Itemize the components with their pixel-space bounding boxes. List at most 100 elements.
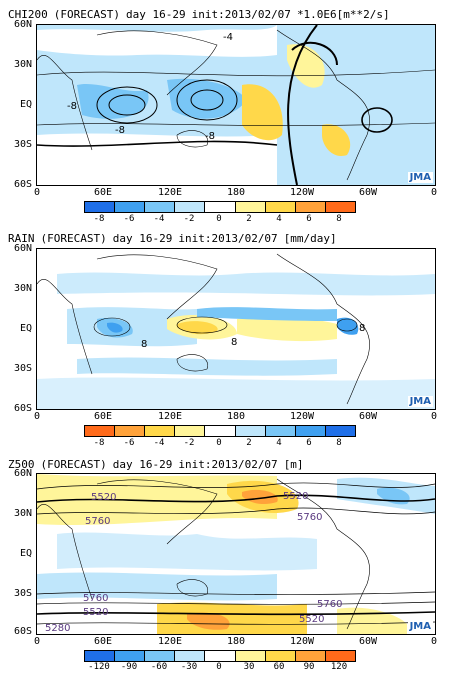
map-area: -4 -8 -8 -8 JMA	[36, 24, 436, 186]
lon-label: 0	[430, 187, 438, 198]
lat-label: 60N	[13, 243, 32, 254]
lon-label: 120E	[157, 187, 183, 198]
colorbar-label: -4	[153, 438, 165, 448]
lon-label: 120W	[289, 411, 315, 422]
colorbar-label: 8	[336, 214, 342, 224]
colorbar-swatch	[115, 651, 146, 661]
lat-label: 30S	[13, 363, 32, 374]
lon-label: 0	[33, 636, 41, 647]
jma-logo: JMA	[407, 396, 433, 407]
contour-label: -8	[67, 101, 77, 112]
colorbar-label: 0	[216, 214, 222, 224]
colorbar-swatch	[85, 426, 116, 436]
contour-label: 8	[141, 339, 147, 350]
lat-label: EQ	[19, 99, 32, 110]
colorbar-swatch	[145, 651, 176, 661]
colorbar-swatch	[85, 651, 116, 661]
lat-label: EQ	[19, 548, 32, 559]
lat-label: 60S	[13, 626, 32, 637]
colorbar-label: 6	[306, 214, 312, 224]
colorbar-label: 0	[216, 662, 222, 672]
lon-label: 180	[226, 636, 246, 647]
lon-label: 60W	[358, 636, 378, 647]
colorbar-swatch	[205, 426, 236, 436]
colorbar-label: 2	[246, 438, 252, 448]
panel-title: Z500 (FORECAST) day 16-29 init:2013/02/07 [m…	[8, 458, 304, 471]
lat-label: 30S	[13, 139, 32, 150]
lon-label: 120E	[157, 636, 183, 647]
map-area: 8 8 8 JMA	[36, 248, 436, 410]
colorbar-label: -8	[93, 438, 105, 448]
lon-label: 60W	[358, 187, 378, 198]
colorbar	[84, 650, 356, 662]
colorbar-swatch	[115, 202, 146, 212]
colorbar-swatch	[145, 202, 176, 212]
colorbar-label: -8	[93, 214, 105, 224]
lat-label: 60N	[13, 19, 32, 30]
contour-label: 5520	[299, 614, 324, 625]
lon-label: 0	[33, 411, 41, 422]
colorbar-swatch	[115, 426, 146, 436]
lat-label: 30N	[13, 508, 32, 519]
colorbar-swatch	[295, 651, 326, 661]
colorbar-swatch	[265, 202, 296, 212]
contour-label: 5520	[91, 492, 116, 503]
contour-label: 5760	[83, 593, 108, 604]
colorbar-label: 6	[306, 438, 312, 448]
colorbar-swatch	[325, 426, 355, 436]
colorbar-swatch	[265, 426, 296, 436]
colorbar-label: 120	[330, 662, 348, 672]
jma-logo: JMA	[407, 172, 433, 183]
contour-label: 8	[359, 323, 365, 334]
colorbar-swatch	[235, 651, 266, 661]
colorbar-swatch	[295, 202, 326, 212]
colorbar-label: -4	[153, 214, 165, 224]
colorbar-label: 8	[336, 438, 342, 448]
lat-label: 30N	[13, 283, 32, 294]
contour-label: 5760	[297, 512, 322, 523]
jma-logo: JMA	[407, 621, 433, 632]
lon-label: 0	[33, 187, 41, 198]
colorbar-swatch	[205, 202, 236, 212]
colorbar	[84, 201, 356, 213]
lon-label: 120W	[289, 187, 315, 198]
colorbar-label: 4	[276, 438, 282, 448]
contour-label: 5520	[283, 491, 308, 502]
colorbar-label: -6	[123, 214, 135, 224]
colorbar-label: 2	[246, 214, 252, 224]
colorbar-label: 4	[276, 214, 282, 224]
colorbar-swatch	[205, 651, 236, 661]
lat-label: 30S	[13, 588, 32, 599]
colorbar-swatch	[175, 651, 206, 661]
lon-label: 120W	[289, 636, 315, 647]
colorbar-swatch	[235, 426, 266, 436]
colorbar-label: 30	[243, 662, 255, 672]
colorbar-label: -6	[123, 438, 135, 448]
lon-label: 60E	[93, 411, 113, 422]
colorbar-swatch	[295, 426, 326, 436]
colorbar-label: 0	[216, 438, 222, 448]
lon-label: 60E	[93, 636, 113, 647]
lat-label: 30N	[13, 59, 32, 70]
colorbar-swatch	[145, 426, 176, 436]
colorbar-label: 90	[303, 662, 315, 672]
lon-label: 0	[430, 411, 438, 422]
colorbar	[84, 425, 356, 437]
contour-label: 5280	[45, 623, 70, 634]
colorbar-swatch	[235, 202, 266, 212]
map-area: 5520 5520 5760 5760 5760 5760 5520 5520 …	[36, 473, 436, 635]
colorbar-label: -60	[150, 662, 168, 672]
colorbar-swatch	[265, 651, 296, 661]
contour-label: -8	[205, 131, 215, 142]
contour-label: 8	[231, 337, 237, 348]
contour-label: -4	[223, 32, 233, 43]
colorbar-label: -2	[183, 214, 195, 224]
lon-label: 120E	[157, 411, 183, 422]
colorbar-label: -30	[180, 662, 198, 672]
lon-label: 180	[226, 187, 246, 198]
lat-label: EQ	[19, 323, 32, 334]
lon-label: 60W	[358, 411, 378, 422]
lat-label: 60S	[13, 179, 32, 190]
colorbar-swatch	[85, 202, 116, 212]
colorbar-label: -2	[183, 438, 195, 448]
